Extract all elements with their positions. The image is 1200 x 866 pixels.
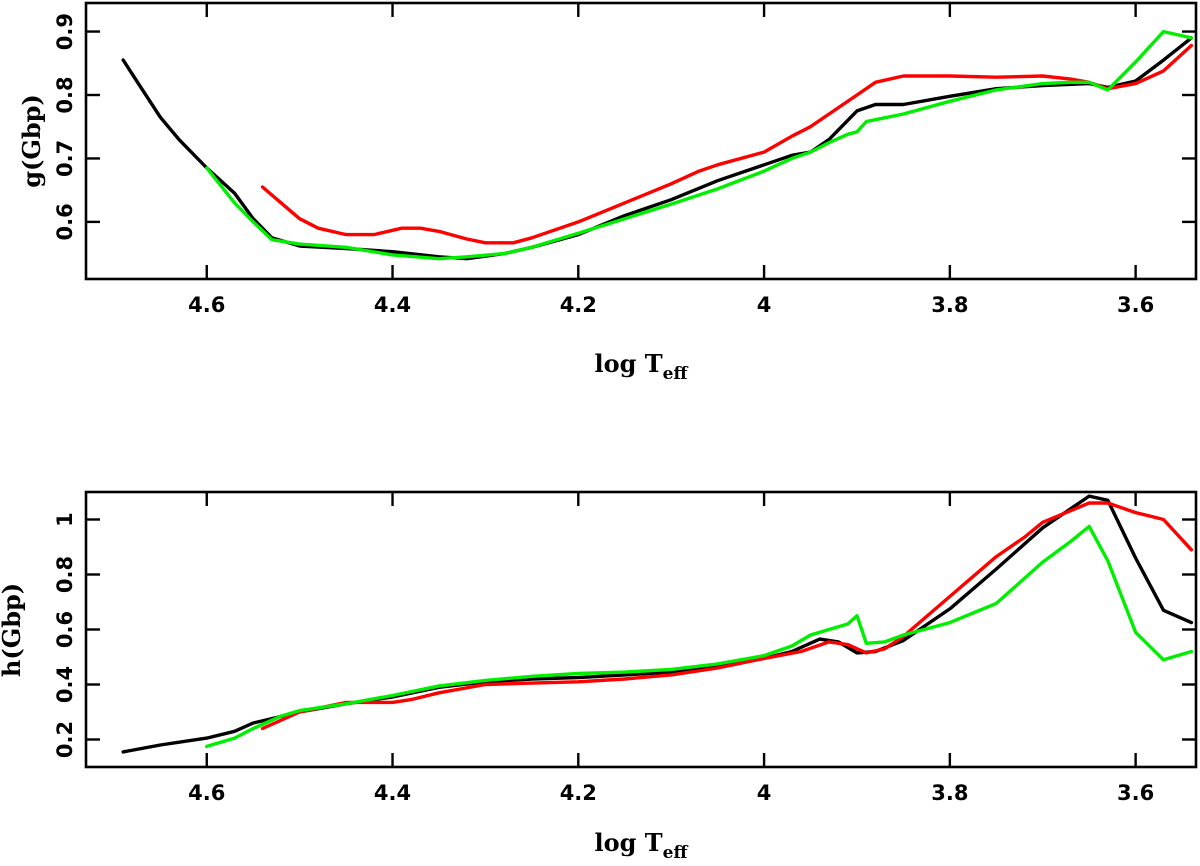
x-tick-label-h: 3.8 xyxy=(931,781,968,805)
x-tick-label-h: 4.2 xyxy=(560,781,597,805)
series-line-g-red xyxy=(260,43,1194,245)
x-axis-label-g: log Teff xyxy=(595,349,689,384)
series-layer-g xyxy=(121,29,1194,261)
y-tick-label-h: 0.2 xyxy=(53,721,77,758)
y-axis-label-h: h(Gbp) xyxy=(0,583,26,677)
x-axis-label-h: log Teff xyxy=(595,828,689,863)
x-ticks-g: 4.6 4.4 4.2 4 3.8 3.6 xyxy=(188,3,1154,317)
x-tick-label-h: 4.4 xyxy=(374,781,411,805)
x-ticks-h: 4.6 4.4 4.2 4 3.8 3.6 xyxy=(188,492,1154,805)
y-axis-label-g: g(Gbp) xyxy=(17,94,46,188)
x-tick-label-g: 3.8 xyxy=(931,293,968,317)
x-tick-label-g: 4.4 xyxy=(374,293,411,317)
series-line-h-green xyxy=(205,524,1194,749)
series-line-h-black xyxy=(121,494,1194,754)
x-tick-label-g: 4.6 xyxy=(188,293,225,317)
panel-g: 4.6 4.4 4.2 4 3.8 3.6 0.6 0.7 0.8 0.9 log Teff g… xyxy=(17,1,1198,384)
y-tick-label-h: 1 xyxy=(53,512,77,527)
x-tick-label-h: 4.6 xyxy=(188,781,225,805)
y-ticks-h: 0.2 0.4 0.6 0.8 1 xyxy=(53,512,1196,758)
series-line-h-red xyxy=(260,501,1194,731)
x-tick-label-g: 4 xyxy=(757,293,772,317)
x-tick-label-h: 3.6 xyxy=(1117,781,1154,805)
x-tick-label-g: 4.2 xyxy=(560,293,597,317)
y-tick-label-h: 0.4 xyxy=(53,666,77,703)
y-tick-label-g: 0.7 xyxy=(53,140,77,177)
y-tick-label-h: 0.6 xyxy=(53,611,77,648)
plot-frame-g xyxy=(84,1,1198,281)
panel-h: 4.6 4.4 4.2 4 3.8 3.6 0.20.40.60.81 log Teff … xyxy=(0,490,1198,863)
series-line-g-green xyxy=(205,29,1194,261)
series-line-g-black xyxy=(121,36,1194,261)
y-ticks-g: 0.6 0.7 0.8 0.9 xyxy=(53,13,1196,241)
x-tick-label-h: 4 xyxy=(757,781,772,805)
y-tick-label-h: 0.8 xyxy=(53,556,77,593)
y-tick-label-g: 0.6 xyxy=(53,203,77,240)
y-tick-label-g: 0.8 xyxy=(53,76,77,113)
y-tick-label-g: 0.9 xyxy=(53,13,77,50)
series-layer-h xyxy=(121,494,1194,754)
x-tick-label-g: 3.6 xyxy=(1117,293,1154,317)
